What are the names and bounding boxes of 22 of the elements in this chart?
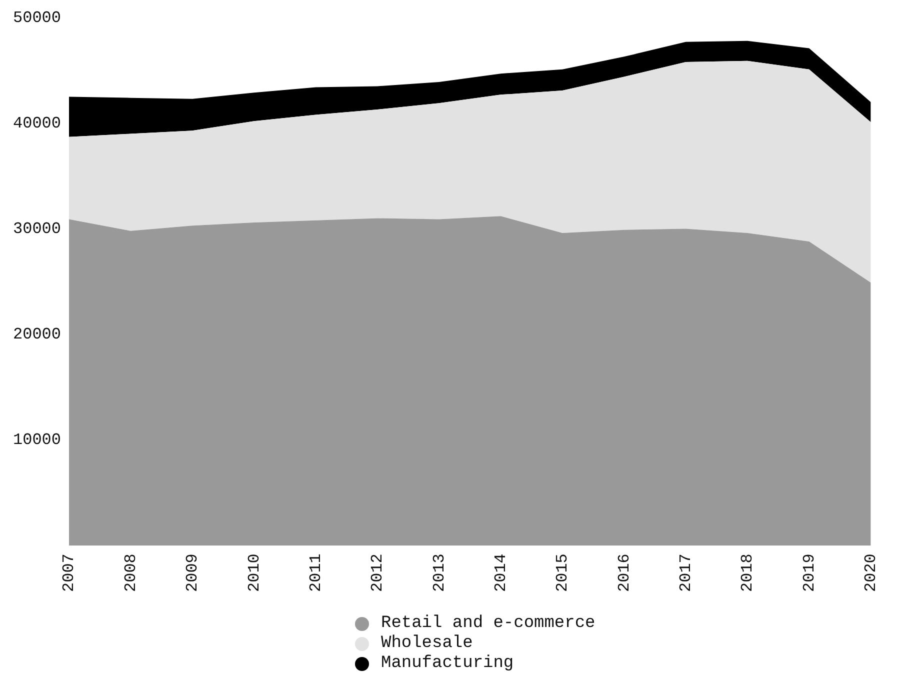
x-tick-label: 2012 <box>368 554 387 592</box>
y-tick-label: 20000 <box>12 326 62 344</box>
x-tick-label: 2019 <box>800 554 818 592</box>
legend-label: Wholesale <box>381 634 473 654</box>
y-tick-label: 40000 <box>12 114 62 132</box>
x-tick-label: 2017 <box>677 554 696 592</box>
y-tick-label: 30000 <box>12 220 62 238</box>
y-tick-label: 10000 <box>12 431 62 450</box>
legend-label: Manufacturing <box>381 654 514 674</box>
x-tick-label: 2010 <box>245 554 264 592</box>
x-tick-label: 2008 <box>122 554 140 592</box>
x-tick-label: 2014 <box>492 554 510 592</box>
x-tick-label: 2009 <box>184 554 202 592</box>
x-tick-label: 2011 <box>306 554 325 592</box>
legend-label: Retail and e-commerce <box>381 614 596 634</box>
x-tick-label: 2018 <box>738 554 757 592</box>
x-tick-label: 2016 <box>615 554 634 592</box>
x-tick-label: 2007 <box>60 554 78 592</box>
y-tick-label: 50000 <box>12 8 62 27</box>
x-tick-label: 2020 <box>862 554 880 592</box>
x-tick-label: 2015 <box>554 554 572 592</box>
x-tick-label: 2013 <box>430 554 448 592</box>
